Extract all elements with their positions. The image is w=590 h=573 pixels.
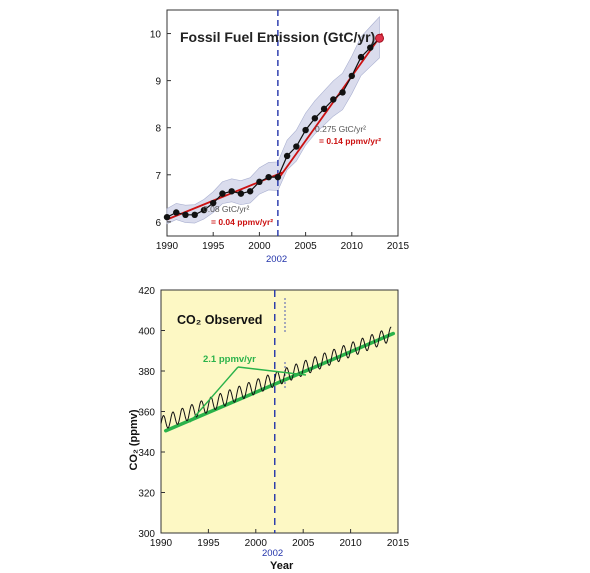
uncertainty-band xyxy=(166,16,380,225)
data-point xyxy=(302,126,309,134)
x-tick-label: 1990 xyxy=(156,241,179,252)
x-tick-label: 1995 xyxy=(202,241,225,252)
bottom-marker-label: 2002 xyxy=(262,548,283,559)
y-tick-label: 340 xyxy=(138,448,155,459)
y-tick-label: 7 xyxy=(155,171,161,182)
data-point xyxy=(237,190,245,197)
data-point xyxy=(357,53,365,61)
data-point xyxy=(348,72,355,80)
data-point xyxy=(274,173,282,181)
trend2-rate-label: 0.275 GtC/yr² xyxy=(315,124,366,134)
y-tick-label: 8 xyxy=(155,124,161,135)
data-point xyxy=(311,115,319,122)
trend-line-2 xyxy=(277,33,384,181)
data-point xyxy=(375,33,385,43)
trend-rate-label: 2.1 ppmv/yr xyxy=(203,354,256,365)
data-point xyxy=(320,105,328,113)
data-point xyxy=(339,89,346,96)
x-tick-label: 2010 xyxy=(339,538,362,549)
bottom-chart-title: CO₂ Observed xyxy=(177,313,262,327)
trend-arrow-right xyxy=(237,366,307,376)
trend-arrow-left xyxy=(189,366,239,423)
trend1-rate-label: 0.08 GtC/yr² xyxy=(203,204,249,214)
data-point xyxy=(163,213,171,221)
top-chart-title: Fossil Fuel Emission (GtC/yr) xyxy=(180,29,375,45)
x-tick-label: 2010 xyxy=(341,241,364,252)
y-tick-label: 360 xyxy=(138,408,155,419)
data-point xyxy=(228,188,235,195)
x-tick-label: 2015 xyxy=(387,241,410,252)
x-tick-label: 2005 xyxy=(294,241,317,252)
co2-observed-chart: 1990 1995 2000 2005 2010 2015 300 320 340 360 380 4… xyxy=(128,286,410,572)
data-point xyxy=(191,211,198,219)
data-point xyxy=(210,199,217,207)
trend1-ppm-label: = 0.04 ppmv/yr² xyxy=(211,217,273,227)
x-tick-label: 2000 xyxy=(248,241,271,252)
trend2-ppm-label: = 0.14 ppmv/yr² xyxy=(319,136,381,146)
y-tick-label: 380 xyxy=(138,367,155,378)
y-tick-label: 6 xyxy=(155,218,161,229)
x-tick-label: 2015 xyxy=(387,538,410,549)
data-point xyxy=(293,143,300,150)
x-axis-label: Year xyxy=(270,560,294,572)
y-axis-label: CO₂ (ppmv) xyxy=(128,409,140,470)
data-point xyxy=(367,44,374,51)
data-point xyxy=(182,211,189,219)
data-point xyxy=(200,206,208,214)
x-tick-label: 2000 xyxy=(245,538,268,549)
x-tick-label: 1995 xyxy=(197,538,220,549)
y-tick-label: 420 xyxy=(138,286,155,297)
data-point xyxy=(283,152,291,160)
x-tick-label: 1990 xyxy=(150,538,173,549)
fossil-fuel-emission-chart: 1990 1995 2000 2005 2010 2015 6 7 8 9 10 Fossil Fu… xyxy=(150,9,410,265)
data-point xyxy=(173,209,180,216)
data-point xyxy=(246,188,254,195)
data-point xyxy=(219,190,226,197)
data-point xyxy=(330,96,337,103)
data-point xyxy=(256,178,263,186)
data-point xyxy=(265,173,272,181)
x-tick-label: 2005 xyxy=(292,538,315,549)
top-marker-label: 2002 xyxy=(266,254,287,265)
y-tick-label: 400 xyxy=(138,327,155,338)
bottom-plot-area xyxy=(160,289,399,534)
y-tick-label: 10 xyxy=(150,30,162,41)
y-tick-label: 300 xyxy=(138,529,155,540)
y-tick-label: 320 xyxy=(138,489,155,500)
y-tick-label: 9 xyxy=(155,77,161,88)
co2-series-line xyxy=(160,326,392,429)
